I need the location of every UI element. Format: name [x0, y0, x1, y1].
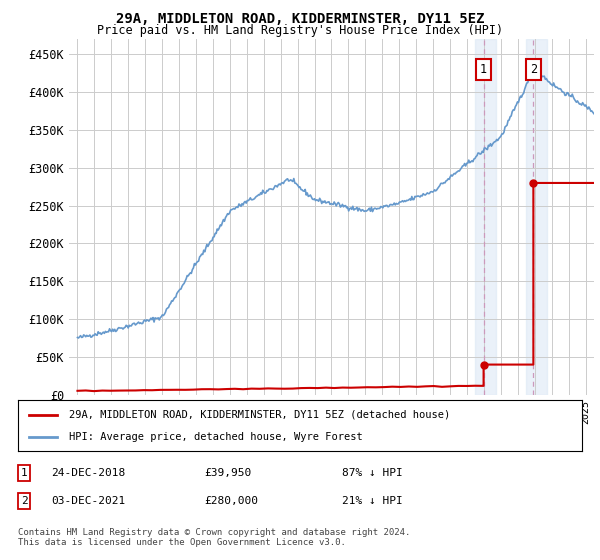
Text: HPI: Average price, detached house, Wyre Forest: HPI: Average price, detached house, Wyre…: [69, 432, 362, 442]
Text: 24-DEC-2018: 24-DEC-2018: [51, 468, 125, 478]
Text: Price paid vs. HM Land Registry's House Price Index (HPI): Price paid vs. HM Land Registry's House …: [97, 24, 503, 36]
Text: Contains HM Land Registry data © Crown copyright and database right 2024.
This d: Contains HM Land Registry data © Crown c…: [18, 528, 410, 547]
Text: 29A, MIDDLETON ROAD, KIDDERMINSTER, DY11 5EZ: 29A, MIDDLETON ROAD, KIDDERMINSTER, DY11…: [116, 12, 484, 26]
Text: 29A, MIDDLETON ROAD, KIDDERMINSTER, DY11 5EZ (detached house): 29A, MIDDLETON ROAD, KIDDERMINSTER, DY11…: [69, 409, 450, 419]
Text: £280,000: £280,000: [204, 496, 258, 506]
Text: 1: 1: [20, 468, 28, 478]
Text: £39,950: £39,950: [204, 468, 251, 478]
Text: 03-DEC-2021: 03-DEC-2021: [51, 496, 125, 506]
Text: 2: 2: [530, 63, 537, 76]
Bar: [475, 39, 496, 395]
Bar: [526, 39, 547, 395]
Text: 2: 2: [20, 496, 28, 506]
Text: 87% ↓ HPI: 87% ↓ HPI: [342, 468, 403, 478]
Text: 1: 1: [480, 63, 487, 76]
Text: 21% ↓ HPI: 21% ↓ HPI: [342, 496, 403, 506]
